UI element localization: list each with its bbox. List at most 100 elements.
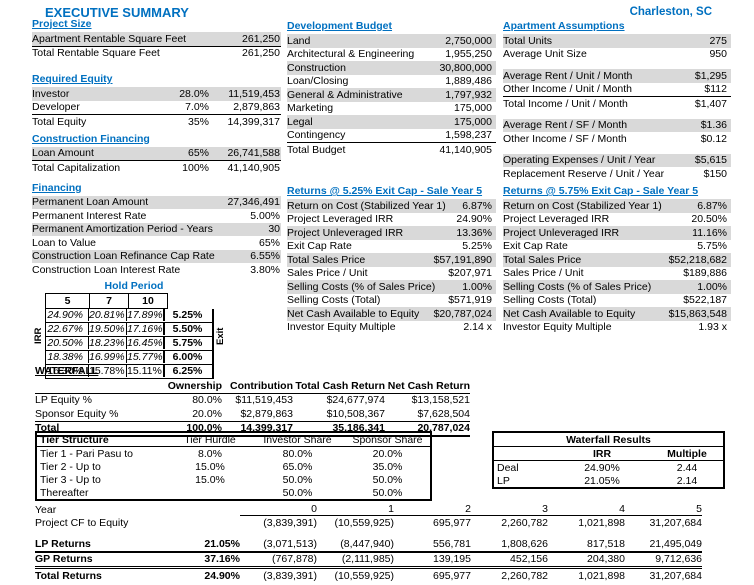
returns-525-row-label: Return on Cost (Stabilized Year 1) [287,199,446,212]
development-budget-row: Contingency 1,598,237 [287,129,496,143]
development-budget-row-value: 2,750,000 [445,34,492,47]
returns-525-row: Investor Equity Multiple 2.14 x [287,321,496,335]
returns-575-row-label: Investor Equity Multiple [503,321,612,334]
waterfall-results-title-row: Waterfall Results [494,433,723,447]
development-budget-row-value: 41,140,905 [439,143,492,156]
cashflow-row: Project CF to Equity (3,839,391) (10,559,9… [35,517,702,531]
project-size-rows: Apartment Rentable Square Feet 261,250 Tot… [32,32,281,60]
financing-row-label: Permanent Amortization Period - Years [32,223,213,236]
tier-row-label: Tier 1 - Pari Pasu to [40,447,133,460]
hold-period-rows: 24.90% 20.81% 17.89% 5.25% 22.67% 19.50% 17.16… [45,308,214,379]
apartment-assumption-row: Replacement Reserve / Unit / Year $150 [503,167,731,181]
returns-575-row-value: $15,863,548 [668,307,727,320]
financing-row-label: Loan to Value [32,236,97,249]
tier-structure-header-row: Tier Structure Tier Hurdle Investor Shar… [37,433,430,447]
financing-title: Financing [32,181,82,194]
apartment-assumption-row-value: 950 [709,48,727,61]
financing-row: Construction Loan Refinance Cap Rate 6.55… [32,249,281,263]
returns-525-section: Returns @ 5.25% Exit Cap - Sale Year 5 R… [287,185,496,334]
hold-period-row-exit: 6.00% [172,351,203,363]
returns-575-row-label: Project Unleveraged IRR [503,226,620,239]
development-budget-row-label: Construction [287,61,346,74]
apartment-assumption-row-label: Average Rent / SF / Month [503,119,628,132]
waterfall-results-rows: Deal 24.90% 2.44 LP 21.05% 2.14 [494,461,723,487]
returns-525-title: Returns @ 5.25% Exit Cap - Sale Year 5 [287,185,483,197]
cashflow-row-v1: (10,559,925) [334,517,394,530]
returns-575-row: Investor Equity Multiple 1.93 x [503,321,731,335]
development-budget-section: Development Budget Land 2,750,000 Architec… [287,20,496,157]
construction-financing-row: Loan Amount 65% 26,741,588 [32,146,281,161]
development-budget-row: Marketing 175,000 [287,102,496,116]
returns-575-row: Total Sales Price $52,218,682 [503,253,731,267]
cashflow-row: LP Returns 21.05% (3,071,513) (8,447,940) 55… [35,537,702,553]
tier-header-investor-share: Investor Share [263,433,332,446]
development-budget-row-value: 175,000 [454,102,492,115]
apartment-assumption-row-label: Other Income / Unit / Month [503,83,632,96]
financing-row-label: Construction Loan Interest Rate [32,263,181,276]
returns-525-row-value: 6.87% [462,199,492,212]
development-budget-row-label: Land [287,34,311,47]
returns-575-row-label: Project Leveraged IRR [503,213,610,226]
required-equity-row-label: Developer [32,101,80,114]
development-budget-row-label: General & Administrative [287,88,403,101]
returns-575-row-label: Return on Cost (Stabilized Year 1) [503,199,662,212]
tier-structure-rows: Tier 1 - Pari Pasu to 8.0% 80.0% 20.0% Tier … [37,447,430,499]
hold-period-row-c5: 16.30% [46,365,89,377]
cashflow-row-v5: 31,207,684 [649,517,702,530]
financing-row-value: 6.55% [250,250,280,263]
development-budget-row-value: 1,797,932 [445,88,492,101]
hold-period-matrix: Hold Period IRR 5 7 10 24.90% 20.81% 17.89… [32,280,281,379]
cashflow-row-v5: 31,207,684 [649,569,702,582]
required-equity-row-pct: 35% [187,115,209,128]
returns-525-row-value: 24.90% [456,213,492,226]
development-budget-row-label: Total Budget [287,143,346,156]
returns-525-row-value: $57,191,890 [433,253,492,266]
waterfall-row-ncr: $7,628,504 [417,407,470,420]
apartment-assumptions-title: Apartment Assumptions [503,20,625,32]
required-equity-row: Total Equity 35% 14,399,317 [32,115,281,129]
hold-period-row-c5: 22.67% [46,323,89,335]
apartment-assumptions-section: Apartment Assumptions Total Units 275 Aver… [503,20,731,181]
waterfall-row-label: Sponsor Equity % [35,407,119,420]
tier-row: Thereafter 50.0% 50.0% [37,486,430,499]
waterfall-row-own: 80.0% [192,394,222,407]
hold-period-row-c7: 18.23% [89,337,127,349]
returns-575-row: Net Cash Available to Equity $15,863,548 [503,307,731,321]
tier-row-hurdle: 15.0% [195,473,225,486]
apartment-assumption-row-value: $0.12 [700,132,727,145]
returns-575-row-label: Selling Costs (% of Sales Price) [503,280,652,293]
hold-period-row-c7: 20.81% [89,309,127,321]
cashflow-row-v2: 695,977 [433,517,471,530]
construction-financing-row-value: 41,140,905 [227,161,280,174]
waterfall-row-tcr: $10,508,367 [326,407,385,420]
cashflow-row-v0: (3,071,513) [263,537,317,550]
returns-575-row-value: 6.87% [697,199,727,212]
construction-financing-row-pct: 65% [187,147,209,160]
required-equity-row-pct: 7.0% [185,101,209,114]
financing-row-value: 3.80% [250,263,280,276]
returns-575-row-label: Exit Cap Rate [503,240,568,253]
waterfall-title: WATERFALL [35,365,99,377]
waterfall-header-ownership: Ownership [167,379,222,392]
development-budget-row: General & Administrative 1,797,932 [287,88,496,102]
returns-575-row-value: 11.16% [692,226,727,239]
waterfall-results-row-mult: 2.44 [676,461,698,474]
construction-financing-row-value: 26,741,588 [227,147,280,160]
apartment-assumption-row-label: Replacement Reserve / Unit / Year [503,167,665,180]
financing-row-value: 30 [268,223,280,236]
cashflow-row-v3: 3 [471,503,548,517]
financing-row: Permanent Loan Amount 27,346,491 [32,195,281,209]
cashflow-row-v4: 817,518 [587,537,625,550]
apartment-assumption-row-label: Average Unit Size [503,48,587,61]
hold-period-row-c7: 19.50% [89,323,127,335]
tier-row-spon: 50.0% [372,473,403,486]
financing-row: Construction Loan Interest Rate 3.80% [32,263,281,277]
financing-row: Permanent Amortization Period - Years 30 [32,222,281,236]
hold-period-row-c10: 15.11% [127,365,165,377]
waterfall-results-row-label: Deal [497,461,519,474]
project-size-row: Total Rentable Square Feet 261,250 [32,47,281,61]
cashflow-row-v0: 0 [240,503,317,517]
returns-575-row-value: $189,886 [683,267,727,280]
waterfall-results-title: Waterfall Results [566,433,651,446]
construction-financing-title: Construction Financing [32,132,150,145]
